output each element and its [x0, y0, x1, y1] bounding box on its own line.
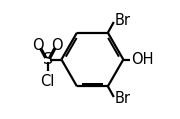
Text: Br: Br — [114, 91, 130, 106]
Text: Cl: Cl — [40, 74, 55, 89]
Text: Br: Br — [114, 13, 130, 28]
Text: S: S — [43, 52, 53, 67]
Text: OH: OH — [131, 52, 154, 67]
Text: O: O — [51, 38, 63, 53]
Text: O: O — [32, 38, 44, 53]
